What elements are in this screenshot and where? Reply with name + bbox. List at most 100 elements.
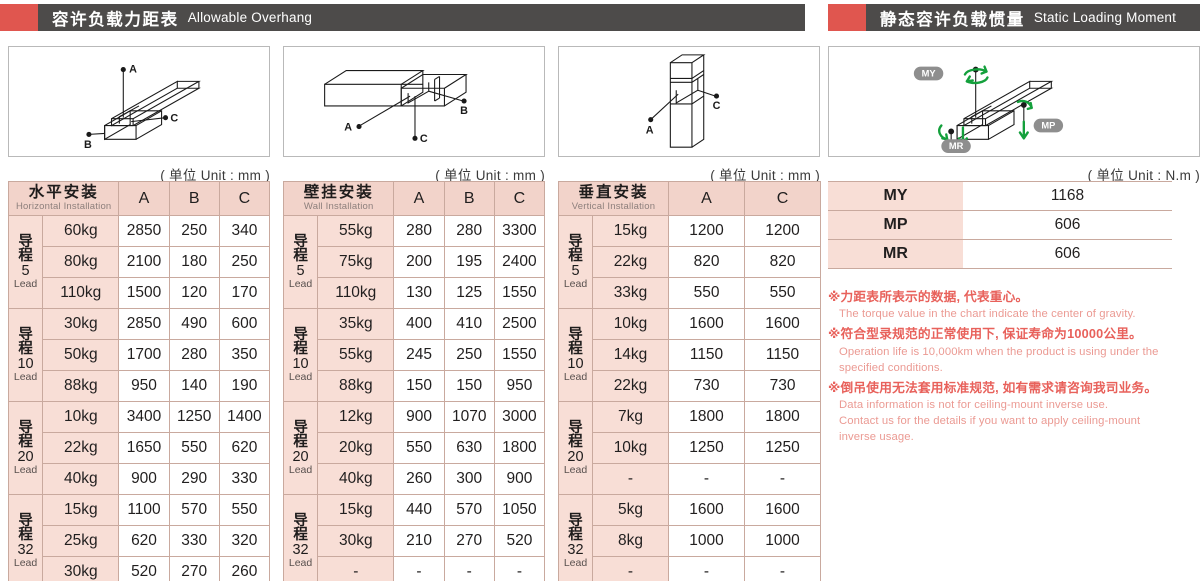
- lead-group-cell: 导程 20 Lead: [558, 401, 593, 496]
- diagram-label-a: A: [129, 64, 137, 76]
- table-title-cell: 垂直安装 Vertical Installation: [557, 180, 670, 217]
- load-cell: 8kg: [591, 525, 670, 558]
- value-cell-a: 1800: [668, 401, 746, 434]
- value-cell-b: 270: [168, 556, 220, 581]
- value-cell-c: 1600: [744, 494, 822, 527]
- value-cell-a: 1500: [118, 277, 170, 310]
- table-title-cn: 水平安装: [28, 184, 99, 201]
- notes-section: ※力距表所表示的数据, 代表重心。 The torque value in the…: [828, 288, 1200, 448]
- load-cell: 35kg: [317, 308, 395, 341]
- table-row: 22kg 730 730: [559, 370, 822, 403]
- load-cell: 40kg: [317, 463, 395, 496]
- load-cell: 22kg: [591, 246, 670, 279]
- load-cell: 33kg: [591, 277, 670, 310]
- table-row: MR 606: [828, 239, 1172, 269]
- table-row: 110kg 130 125 1550: [284, 277, 546, 310]
- column-header-b: B: [168, 180, 220, 217]
- value-cell-a: 730: [668, 370, 746, 403]
- value-cell-a: 130: [393, 277, 445, 310]
- load-cell: 30kg: [42, 556, 120, 581]
- table-title-cn: 壁挂安装: [303, 184, 374, 201]
- value-cell-a: 820: [668, 246, 746, 279]
- value-cell-a: 620: [118, 525, 170, 558]
- load-cell: 50kg: [42, 339, 120, 372]
- table-row: 80kg 2100 180 250: [9, 246, 271, 279]
- load-cell: -: [317, 556, 395, 581]
- value-cell-b: 290: [168, 463, 220, 496]
- table-wall-installation: 壁挂安装 Wall Installation A B C 导程 5 Lead 55kg 280 28…: [282, 180, 546, 581]
- lead-group-cell: 导程 32 Lead: [7, 494, 44, 581]
- diagram-label-a: A: [646, 124, 654, 136]
- value-cell-a: 1700: [118, 339, 170, 372]
- moment-label-mp: MP: [1033, 118, 1064, 133]
- column-header-c: C: [493, 180, 546, 217]
- moment-label-cell: MR: [828, 239, 963, 269]
- load-cell: -: [591, 556, 670, 581]
- value-cell-b: 125: [443, 277, 495, 310]
- column-header-a: A: [118, 180, 170, 217]
- value-cell-b: 180: [168, 246, 220, 279]
- value-cell-b: 270: [443, 525, 495, 558]
- moment-label-cell: MP: [828, 210, 963, 240]
- diagram-label-b: B: [84, 139, 92, 151]
- table-row: 30kg 210 270 520: [284, 525, 546, 558]
- value-cell-c: 1600: [744, 308, 822, 341]
- load-cell: 5kg: [591, 494, 670, 527]
- load-cell: 10kg: [591, 432, 670, 465]
- lead-group-cell: 导程 10 Lead: [7, 308, 44, 403]
- load-cell: 10kg: [42, 401, 120, 434]
- lead-group-cell: 导程 5 Lead: [282, 215, 319, 310]
- unit-caption-moment: ( 单位 Unit : N.m ): [1087, 168, 1200, 183]
- load-cell: 10kg: [591, 308, 670, 341]
- lead-group-cell: 导程 10 Lead: [558, 308, 593, 403]
- value-cell-c: 1800: [744, 401, 822, 434]
- value-cell-b: 280: [168, 339, 220, 372]
- column-header-a: A: [668, 180, 746, 217]
- table-title-en: Vertical Installation: [571, 201, 656, 213]
- section-title-en-right: Static Loading Moment: [1033, 10, 1177, 25]
- table-vertical-installation: 垂直安装 Vertical Installation A C 导程 5 Lead 15kg 12…: [557, 180, 822, 581]
- table-row: 导程 10 Lead 10kg 1600 1600: [558, 308, 822, 403]
- table-row: ---: [559, 556, 822, 581]
- moment-label-mr: MR: [941, 139, 971, 154]
- value-cell-a: 900: [393, 401, 445, 434]
- load-cell: 40kg: [42, 463, 120, 496]
- table-row: ---: [559, 463, 822, 496]
- lead-group-cell: 导程 32 Lead: [282, 494, 319, 581]
- moment-label-cell: MY: [828, 181, 963, 211]
- table-row: 75kg 200 195 2400: [284, 246, 546, 279]
- value-cell-a: 1150: [668, 339, 746, 372]
- value-cell-a: 200: [393, 246, 445, 279]
- load-cell: 55kg: [317, 215, 395, 248]
- diagram-label-a: A: [344, 121, 352, 133]
- horizontal-installation-diagram: A C B: [8, 46, 270, 157]
- value-cell-a: 900: [118, 463, 170, 496]
- accent-block-right: [828, 4, 866, 31]
- value-cell-c: 2500: [493, 308, 546, 341]
- table-row: 40kg 260 300 900: [284, 463, 546, 496]
- value-cell-a: 1650: [118, 432, 170, 465]
- load-cell: 20kg: [317, 432, 395, 465]
- moment-label-my: MY: [913, 66, 944, 81]
- value-cell-c: 250: [218, 246, 271, 279]
- table-row: 25kg 620 330 320: [9, 525, 271, 558]
- lead-group-cell: 导程 20 Lead: [282, 401, 319, 496]
- value-cell-a: 400: [393, 308, 445, 341]
- lead-group-cell: 导程 32 Lead: [558, 494, 593, 581]
- table-row: 导程 20 Lead 12kg 900 1070 3000: [282, 401, 546, 496]
- value-cell-c: 320: [218, 525, 271, 558]
- table-header-row: 水平安装 Horizontal Installation A B C: [7, 180, 271, 217]
- value-cell-c: 1550: [493, 339, 546, 372]
- diagram-label-c: C: [420, 133, 428, 145]
- table-row: MY 1168: [828, 181, 1172, 211]
- table-header-row: 垂直安装 Vertical Installation A C: [557, 180, 822, 217]
- value-cell-a: 2850: [118, 215, 170, 248]
- load-cell: 15kg: [591, 215, 670, 248]
- note-text-en: Contact us for the details if you want t…: [839, 415, 1141, 428]
- load-cell: 25kg: [42, 525, 120, 558]
- table-row: 8kg 1000 1000: [559, 525, 822, 558]
- load-cell: 110kg: [317, 277, 395, 310]
- load-cell: 60kg: [42, 215, 120, 248]
- section-title-bar-left: 容许负载力距表 Allowable Overhang: [38, 4, 805, 31]
